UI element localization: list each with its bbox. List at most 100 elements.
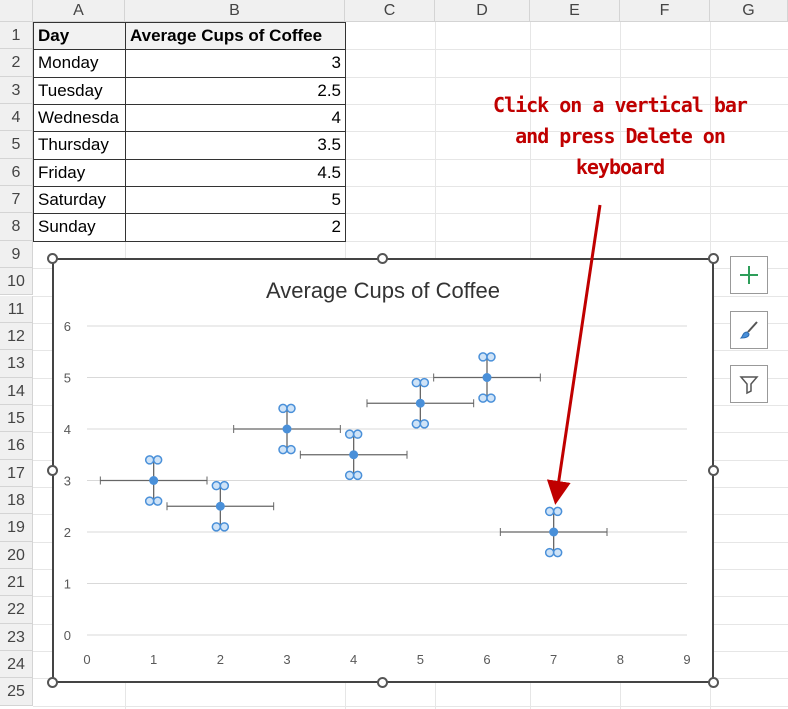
row-header-6[interactable]: 6 xyxy=(0,158,33,187)
row-header-9[interactable]: 9 xyxy=(0,240,33,269)
row-header-3[interactable]: 3 xyxy=(0,76,33,105)
selection-handle[interactable] xyxy=(411,377,422,388)
row-header-24[interactable]: 24 xyxy=(0,651,33,679)
resize-handle-tc[interactable] xyxy=(377,253,388,264)
resize-handle-tl[interactable] xyxy=(47,253,58,264)
selection-handle[interactable] xyxy=(219,522,230,532)
selection-handle[interactable] xyxy=(219,480,230,491)
y-error-bar[interactable] xyxy=(411,377,430,429)
resize-handle-mr[interactable] xyxy=(708,465,719,476)
table-cell[interactable]: Saturday xyxy=(33,186,126,215)
x-tick-label: 7 xyxy=(550,652,557,667)
header-cell[interactable]: Day xyxy=(33,22,126,51)
resize-handle-bc[interactable] xyxy=(377,677,388,688)
chart-area[interactable]: Average Cups of Coffee 0 1 2 3 4 5 6 0 1 2 3 4 5 6 7 8 9 xyxy=(52,258,714,683)
selection-handle[interactable] xyxy=(486,393,496,403)
selection-handle[interactable] xyxy=(552,506,563,517)
row-header-25[interactable]: 25 xyxy=(0,678,33,706)
selection-handle[interactable] xyxy=(278,444,288,455)
selection-handle[interactable] xyxy=(286,403,296,414)
row-header-12[interactable]: 12 xyxy=(0,322,33,351)
column-header-G[interactable]: G xyxy=(710,0,788,22)
y-error-bar[interactable] xyxy=(278,403,296,455)
selection-handle[interactable] xyxy=(278,403,288,414)
row-header-7[interactable]: 7 xyxy=(0,186,33,214)
row-header-5[interactable]: 5 xyxy=(0,131,33,159)
plus-icon xyxy=(740,266,758,284)
selection-handle[interactable] xyxy=(344,429,355,439)
selection-handle[interactable] xyxy=(544,547,555,558)
table-cell[interactable]: 3 xyxy=(125,49,346,78)
row-header-4[interactable]: 4 xyxy=(0,104,33,132)
selection-handle[interactable] xyxy=(211,522,222,532)
row-header-22[interactable]: 22 xyxy=(0,596,33,624)
row-header-10[interactable]: 10 xyxy=(0,268,33,296)
table-cell[interactable]: Tuesday xyxy=(33,76,126,106)
selection-handle[interactable] xyxy=(352,470,363,481)
column-header-F[interactable]: F xyxy=(620,0,710,22)
data-point xyxy=(349,450,359,460)
resize-handle-ml[interactable] xyxy=(47,465,58,476)
gridline xyxy=(33,131,788,133)
selection-handle[interactable] xyxy=(478,393,488,403)
row-header-18[interactable]: 18 xyxy=(0,486,33,515)
resize-handle-br[interactable] xyxy=(708,677,719,688)
selection-handle[interactable] xyxy=(286,444,296,455)
row-header-23[interactable]: 23 xyxy=(0,623,33,652)
selection-handle[interactable] xyxy=(552,547,563,558)
selection-handle[interactable] xyxy=(419,377,430,388)
row-header-8[interactable]: 8 xyxy=(0,213,33,241)
column-header-B[interactable]: B xyxy=(125,0,345,22)
select-all-corner[interactable] xyxy=(0,0,33,22)
chart-elements-button[interactable] xyxy=(730,256,768,294)
row-header-1[interactable]: 1 xyxy=(0,22,33,50)
chart-styles-button[interactable] xyxy=(730,311,768,349)
row-header-2[interactable]: 2 xyxy=(0,49,33,77)
y-tick-label: 6 xyxy=(64,319,71,334)
column-header-C[interactable]: C xyxy=(345,0,435,22)
selection-handle[interactable] xyxy=(344,470,355,481)
row-header-17[interactable]: 17 xyxy=(0,459,33,487)
row-header-15[interactable]: 15 xyxy=(0,404,33,433)
selection-handle[interactable] xyxy=(478,352,488,362)
selection-handle[interactable] xyxy=(419,419,430,429)
selection-handle[interactable] xyxy=(544,506,555,517)
row-header-16[interactable]: 16 xyxy=(0,432,33,460)
table-cell[interactable]: 3.5 xyxy=(125,131,346,160)
selection-handle[interactable] xyxy=(144,455,155,465)
row-header-20[interactable]: 20 xyxy=(0,541,33,569)
column-header-E[interactable]: E xyxy=(530,0,620,22)
x-tick-label: 5 xyxy=(417,652,424,667)
table-cell[interactable]: Wednesda xyxy=(33,104,126,133)
table-cell[interactable]: 4 xyxy=(125,104,346,133)
selection-handle[interactable] xyxy=(211,480,222,491)
y-error-bar[interactable] xyxy=(344,429,363,481)
scatter-plot[interactable]: Average Cups of Coffee 0 1 2 3 4 5 6 0 1 2 3 4 5 6 7 8 9 xyxy=(54,260,712,681)
row-header-14[interactable]: 14 xyxy=(0,377,33,405)
row-header-19[interactable]: 19 xyxy=(0,514,33,542)
column-header-D[interactable]: D xyxy=(435,0,530,22)
selection-handle[interactable] xyxy=(152,496,163,506)
selection-handle[interactable] xyxy=(144,496,155,506)
table-cell[interactable]: Sunday xyxy=(33,213,126,242)
table-cell[interactable]: 4.5 xyxy=(125,158,346,188)
row-header-13[interactable]: 13 xyxy=(0,350,33,378)
table-cell[interactable]: 2.5 xyxy=(125,76,346,106)
selection-handle[interactable] xyxy=(352,429,363,439)
row-header-21[interactable]: 21 xyxy=(0,569,33,597)
header-cell[interactable]: Average Cups of Coffee xyxy=(125,22,346,51)
table-cell[interactable]: 2 xyxy=(125,213,346,242)
table-cell[interactable]: Friday xyxy=(33,158,126,188)
table-cell[interactable]: 5 xyxy=(125,186,346,215)
table-cell[interactable]: Thursday xyxy=(33,131,126,160)
annotation-line: keyboard xyxy=(575,155,665,179)
selection-handle[interactable] xyxy=(486,352,496,362)
selection-handle[interactable] xyxy=(152,455,163,465)
chart-filters-button[interactable] xyxy=(730,365,768,403)
row-header-11[interactable]: 11 xyxy=(0,295,33,323)
column-header-A[interactable]: A xyxy=(33,0,125,22)
table-cell[interactable]: Monday xyxy=(33,49,126,78)
resize-handle-tr[interactable] xyxy=(708,253,719,264)
resize-handle-bl[interactable] xyxy=(47,677,58,688)
selection-handle[interactable] xyxy=(411,419,422,429)
